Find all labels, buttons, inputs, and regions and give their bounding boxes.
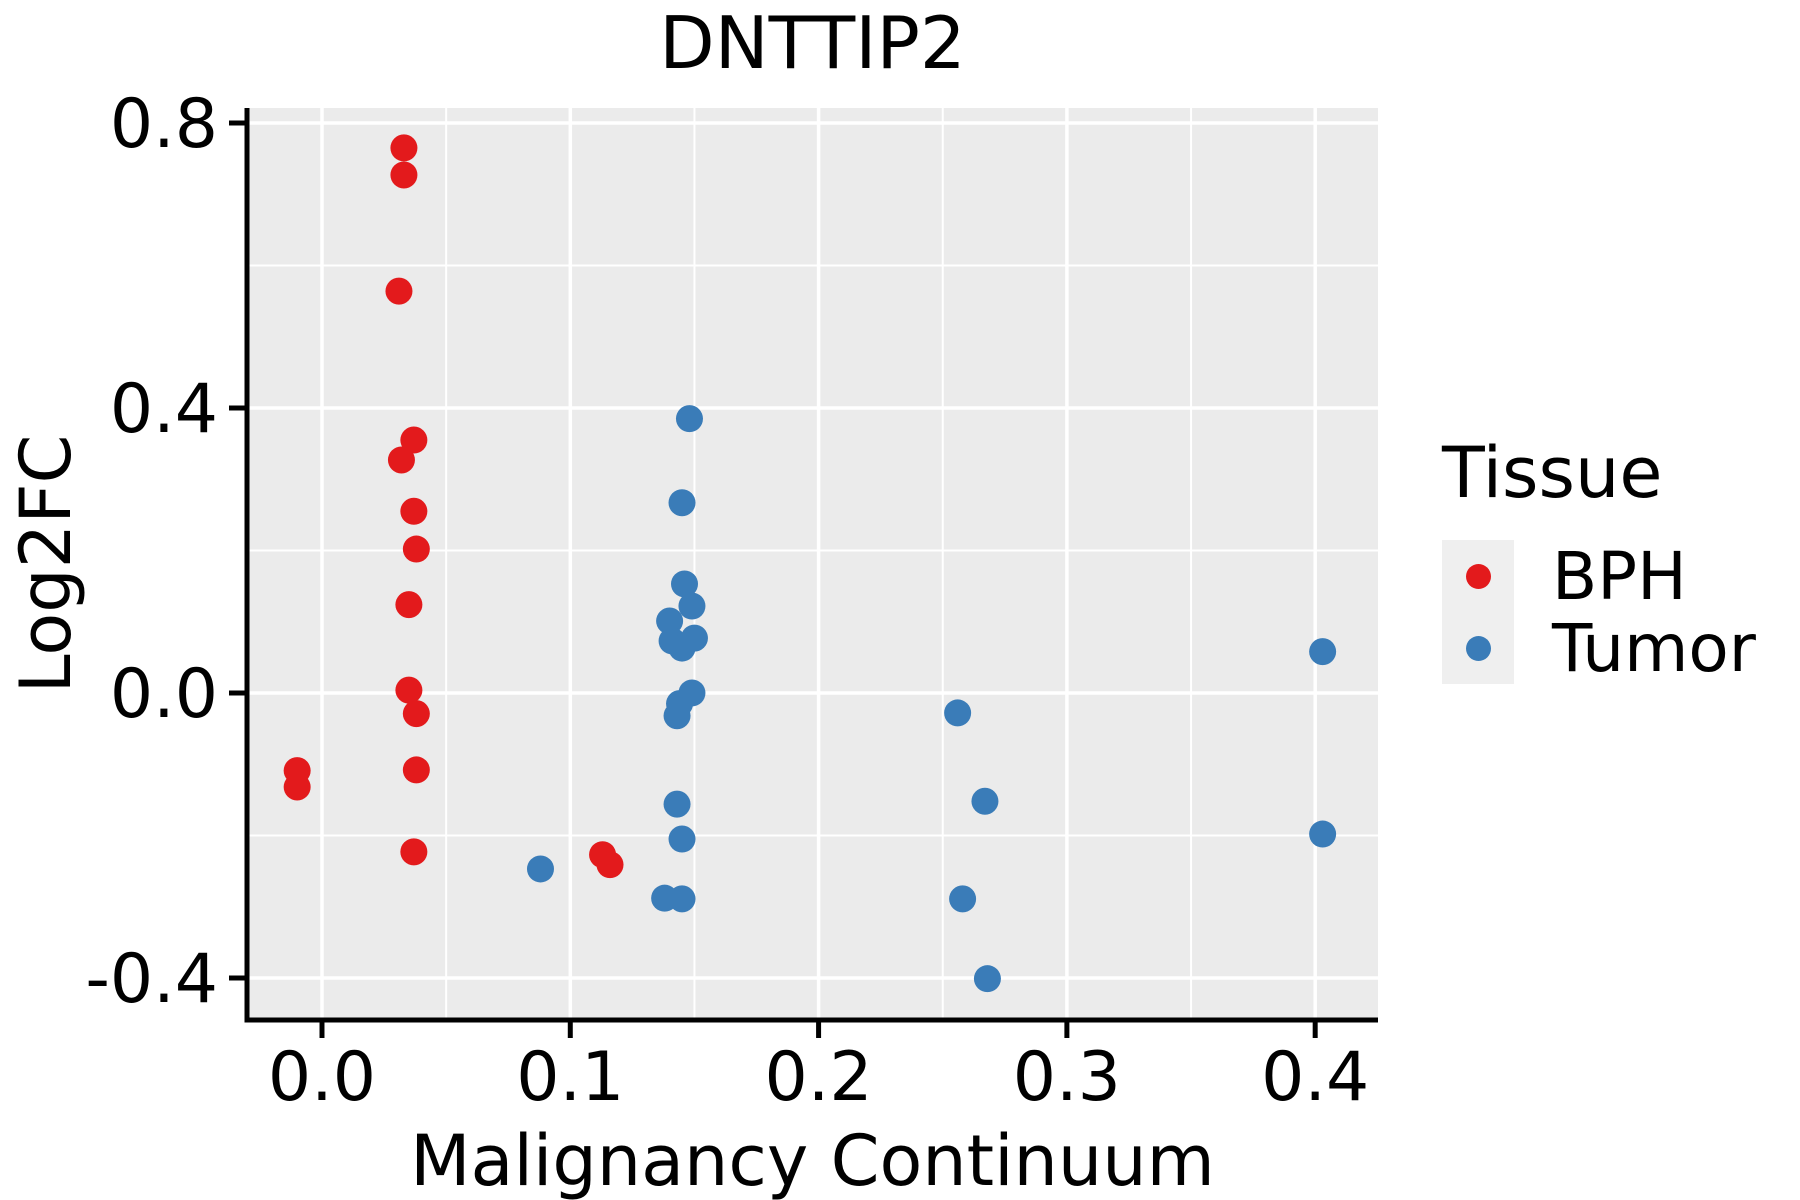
data-point — [1309, 820, 1337, 848]
legend-entries: BPH Tumor — [1442, 537, 1756, 687]
data-point — [402, 700, 430, 728]
y-tick-label: 0.8 — [110, 85, 218, 164]
data-point — [656, 607, 684, 635]
legend-label-tumor: Tumor — [1552, 609, 1756, 687]
data-point — [395, 591, 423, 619]
data-point — [949, 885, 977, 913]
data-point — [671, 570, 699, 598]
x-tick-label: 0.0 — [268, 1038, 376, 1117]
chart-title: DNTTIP2 — [659, 1, 966, 85]
data-point — [678, 592, 706, 620]
data-point — [390, 161, 418, 189]
data-point — [1309, 638, 1337, 666]
x-tick-label: 0.3 — [1013, 1038, 1121, 1117]
data-point — [526, 855, 554, 883]
x-tick-label: 0.2 — [765, 1038, 873, 1117]
data-point — [402, 756, 430, 784]
data-point — [385, 277, 413, 305]
x-tick-label: 0.4 — [1261, 1038, 1369, 1117]
series-bph — [283, 134, 624, 879]
legend-entry-bph: BPH — [1442, 537, 1756, 615]
data-point — [668, 634, 696, 662]
tick-labels: 0.0 0.1 0.2 0.3 0.4 -0.4 0.0 0.4 0.8 — [85, 85, 1369, 1117]
tick-marks — [229, 120, 1318, 1038]
minor-gridlines — [247, 108, 1378, 1020]
data-point — [596, 851, 624, 879]
x-tick-label: 0.1 — [516, 1038, 624, 1117]
legend-entry-tumor: Tumor — [1442, 609, 1756, 687]
data-point — [973, 965, 1001, 993]
legend-key-tumor — [1442, 612, 1514, 684]
legend-title: Tissue — [1442, 432, 1663, 514]
axis-lines — [244, 108, 1378, 1023]
legend-label-bph: BPH — [1552, 537, 1687, 615]
data-point — [663, 790, 691, 818]
data-point — [668, 489, 696, 517]
y-tick-label: 0.4 — [110, 370, 218, 449]
legend-swatch-bph-icon — [1465, 563, 1491, 589]
data-point — [944, 699, 972, 727]
data-point — [668, 885, 696, 913]
data-point — [283, 773, 311, 801]
x-axis-title: Malignancy Continuum — [410, 1120, 1215, 1200]
data-point — [402, 535, 430, 563]
data-point — [400, 426, 428, 454]
y-tick-label: 0.0 — [110, 655, 218, 734]
data-point — [400, 838, 428, 866]
legend-swatch-tumor-icon — [1465, 635, 1491, 661]
legend: Tissue BPH Tumor — [1442, 432, 1756, 687]
data-point — [390, 134, 418, 162]
series-tumor — [526, 405, 1337, 993]
y-tick-label: -0.4 — [85, 940, 218, 1019]
plot-panel — [247, 108, 1378, 1020]
major-gridlines — [247, 108, 1378, 1020]
data-point — [668, 825, 696, 853]
data-point — [395, 676, 423, 704]
y-axis-title: Log2FC — [5, 434, 87, 694]
data-point — [663, 702, 691, 730]
data-point — [675, 405, 703, 433]
legend-key-bph — [1442, 540, 1514, 612]
data-point — [400, 497, 428, 525]
data-point — [387, 446, 415, 474]
data-point — [971, 787, 999, 815]
